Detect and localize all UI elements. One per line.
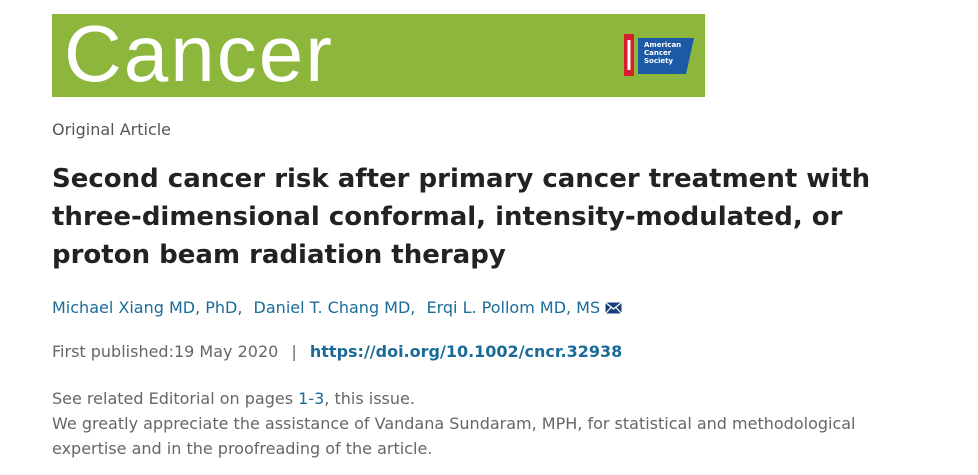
society-name: American Cancer Society — [644, 41, 682, 65]
article-type: Original Article — [52, 120, 172, 139]
society-logo — [624, 34, 694, 76]
article-title: Second cancer risk after primary cancer … — [52, 164, 871, 270]
author-list: Michael Xiang MD, PhD, Daniel T. Chang M… — [52, 298, 623, 317]
publication-info: First published:19 May 2020 | https://do… — [52, 342, 622, 361]
doi-link[interactable]: https://doi.org/10.1002/cncr.32938 — [309, 342, 623, 361]
author[interactable]: Michael Xiang MD, PhD, — [52, 298, 243, 317]
published-date: 19 May 2020 — [173, 342, 279, 361]
editorial-pages-link[interactable]: 1-3 — [298, 389, 325, 408]
email-icon[interactable] — [605, 301, 623, 314]
acknowledgment: We greatly appreciate the assistance of … — [52, 414, 856, 458]
author[interactable]: Erqi L. Pollom MD, MS — [426, 298, 601, 317]
editorial-suffix: , this issue. — [324, 389, 415, 408]
journal-name: Cancer — [64, 9, 334, 98]
editorial-prefix: See related Editorial on pages — [52, 389, 294, 408]
editorial-note: See related Editorial on pages 1-3, this… — [52, 386, 932, 411]
author[interactable]: Daniel T. Chang MD, — [253, 298, 416, 317]
notes: See related Editorial on pages 1-3, this… — [52, 386, 932, 461]
journal-banner[interactable]: Cancer American Cancer Society — [52, 9, 705, 98]
published-label: First published: — [52, 342, 174, 361]
separator: | — [291, 342, 297, 361]
